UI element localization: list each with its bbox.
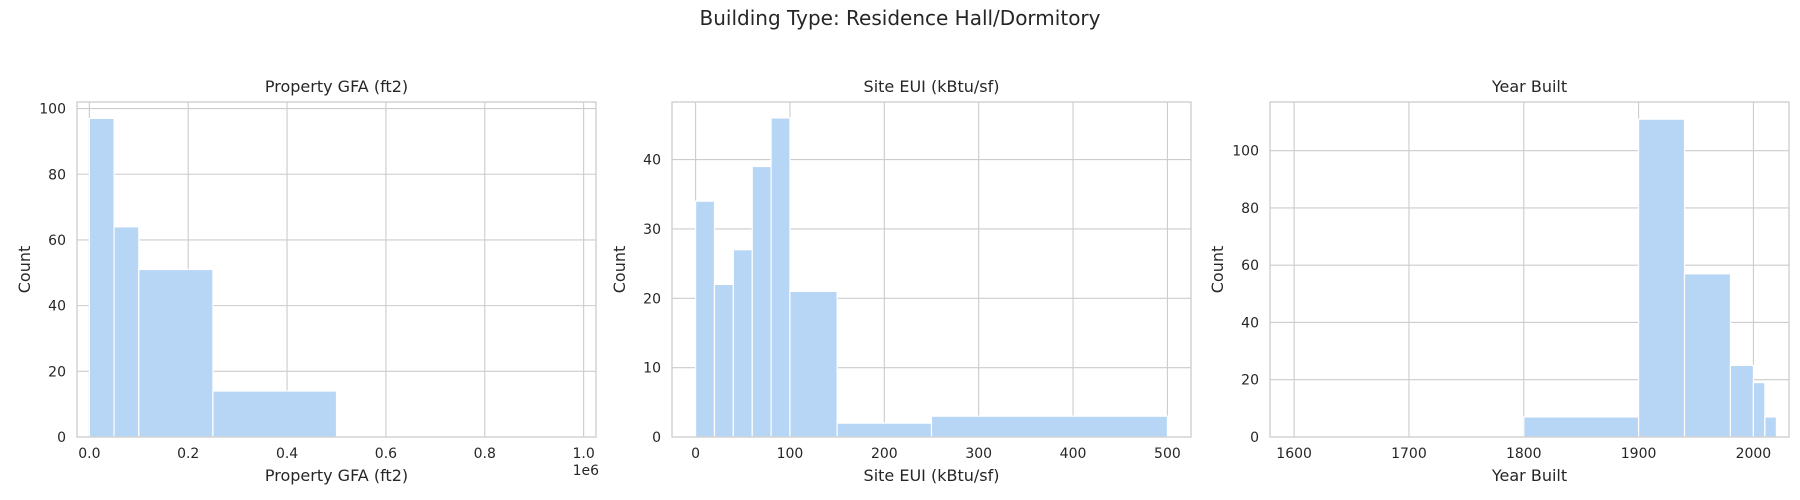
y-tick-label: 60 <box>1241 258 1259 274</box>
x-axis-label: Year Built <box>1491 466 1567 485</box>
x-axis-label: Site EUI (kBtu/sf) <box>864 466 1000 485</box>
x-tick-label: 0 <box>691 446 700 462</box>
x-tick-label: 1.0 <box>573 446 595 462</box>
y-tick-label: 10 <box>643 361 661 377</box>
plot-frame <box>671 101 1192 438</box>
histogram-bar <box>1637 118 1686 438</box>
histogram-bar <box>1729 364 1755 438</box>
y-tick-label: 60 <box>48 233 66 249</box>
y-tick-label: 20 <box>1241 373 1259 389</box>
y-tick-label: 80 <box>1241 201 1259 217</box>
x-tick-label: 300 <box>965 446 992 462</box>
plot-frame <box>1269 101 1790 438</box>
x-tick-label: 400 <box>1060 446 1087 462</box>
y-axis-label: Count <box>15 246 34 294</box>
plot-frame <box>76 101 597 438</box>
y-tick-label: 0 <box>57 430 66 446</box>
histogram-bar <box>930 415 1169 438</box>
histogram-bar <box>751 165 772 438</box>
histogram-bar <box>732 249 753 438</box>
x-tick-label: 500 <box>1154 446 1181 462</box>
x-tick-label: 0.2 <box>177 446 199 462</box>
histogram-bar <box>113 226 140 438</box>
x-tick-label: 1700 <box>1391 446 1427 462</box>
x-tick-label: 200 <box>871 446 898 462</box>
panel-title: Year Built <box>1491 77 1567 96</box>
y-axis-label: Count <box>610 246 629 294</box>
y-tick-label: 40 <box>1241 315 1259 331</box>
x-tick-label: 1800 <box>1506 446 1542 462</box>
y-tick-label: 20 <box>48 364 66 380</box>
histogram-bar <box>212 390 338 438</box>
histogram-bar <box>789 290 838 438</box>
y-tick-label: 100 <box>39 102 66 118</box>
y-tick-label: 100 <box>1232 144 1259 160</box>
y-tick-label: 0 <box>1250 430 1259 446</box>
y-tick-label: 40 <box>48 299 66 315</box>
x-tick-label: 1900 <box>1621 446 1657 462</box>
histogram-panel-2: 0 100 200 300 400 500 0 10 20 30 40 Site EUI (kBtu/… <box>610 77 1192 485</box>
panel-title: Site EUI (kBtu/sf) <box>864 77 1000 96</box>
histogram-bar <box>1752 381 1766 438</box>
x-tick-label: 0.6 <box>375 446 397 462</box>
x-tick-label: 0.0 <box>78 446 100 462</box>
y-tick-label: 0 <box>652 430 661 446</box>
x-tick-label: 2000 <box>1736 446 1772 462</box>
y-tick-label: 40 <box>643 153 661 169</box>
histogram-bar <box>1523 416 1640 438</box>
x-axis-label: Property GFA (ft2) <box>265 466 408 485</box>
histogram-bar <box>836 422 933 438</box>
y-tick-label: 80 <box>48 167 66 183</box>
histogram-bar <box>770 117 791 438</box>
histogram-bar <box>694 200 716 438</box>
histogram-bar <box>1764 416 1777 438</box>
x-tick-label: 0.8 <box>474 446 496 462</box>
x-tick-label: 0.4 <box>276 446 298 462</box>
y-tick-label: 20 <box>643 291 661 307</box>
histogram-bar <box>1683 273 1732 438</box>
x-tick-label: 100 <box>777 446 804 462</box>
histogram-bar <box>138 268 214 438</box>
y-axis-label: Count <box>1208 246 1227 294</box>
histogram-bar <box>88 117 115 438</box>
figure-title: Building Type: Residence Hall/Dormitory <box>699 6 1101 30</box>
x-tick-label: 1600 <box>1276 446 1312 462</box>
axis-offset-label: 1e6 <box>573 463 600 479</box>
histogram-panel-3: 1600 1700 1800 1900 2000 0 20 40 60 80 100 Year Bui… <box>1208 77 1790 485</box>
histogram-bar <box>713 283 734 438</box>
y-tick-label: 30 <box>643 222 661 238</box>
panel-title: Property GFA (ft2) <box>265 77 408 96</box>
histogram-panel-1: 0.0 0.2 0.4 0.6 0.8 1.0 0 20 40 60 80 100 Property G… <box>15 77 599 485</box>
